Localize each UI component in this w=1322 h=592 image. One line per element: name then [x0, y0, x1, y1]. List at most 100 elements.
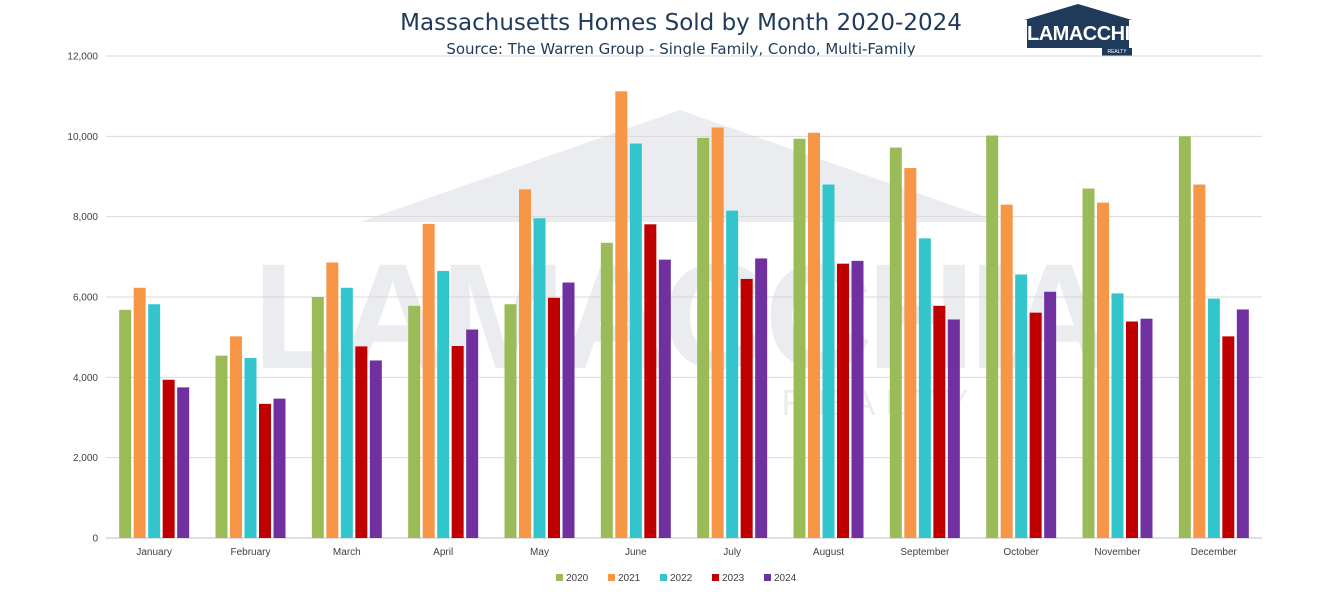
- logo-subtext: REALTY: [1102, 48, 1132, 56]
- legend-swatch: [556, 574, 563, 581]
- bar: [1044, 291, 1057, 538]
- legend-swatch: [608, 574, 615, 581]
- x-tick-label: December: [1191, 547, 1238, 558]
- y-tick-label: 12,000: [67, 52, 98, 63]
- bar: [504, 304, 517, 538]
- chart-subtitle: Source: The Warren Group - Single Family…: [446, 40, 916, 58]
- bar: [533, 218, 546, 539]
- y-tick-label: 0: [92, 534, 98, 545]
- legend-swatch: [764, 574, 771, 581]
- bar: [119, 309, 132, 538]
- x-tick-label: November: [1094, 547, 1141, 558]
- bar: [437, 270, 450, 538]
- bar: [466, 329, 479, 538]
- bar: [215, 355, 228, 538]
- legend-label: 2024: [774, 573, 797, 584]
- y-tick-label: 8,000: [73, 212, 98, 223]
- chart-title: Massachusetts Homes Sold by Month 2020-2…: [400, 10, 962, 36]
- legend: 2020 2021 2022 2023 2024: [556, 573, 797, 584]
- legend-label: 2022: [670, 573, 693, 584]
- bar: [822, 184, 835, 539]
- bar: [933, 305, 946, 538]
- x-axis: January February March April May June July Augu…: [136, 547, 1237, 558]
- y-axis: 0 2,000 4,000 6,000 8,000 10,000 12,000: [67, 52, 98, 545]
- bar: [340, 287, 353, 538]
- bar: [837, 263, 849, 538]
- bar: [918, 238, 931, 538]
- bar: [726, 210, 739, 538]
- legend-swatch: [712, 574, 719, 581]
- logo-text: LAMACCHIA: [1027, 20, 1144, 48]
- bar: [629, 143, 642, 538]
- bar: [808, 132, 820, 539]
- bar: [162, 379, 175, 538]
- bar: [451, 346, 464, 538]
- bar: [311, 297, 324, 538]
- bar: [1140, 318, 1153, 538]
- lamacchia-logo: LAMACCHIA REALTY: [1024, 4, 1144, 56]
- watermark-text: LAMACCHIA: [253, 232, 1110, 400]
- bar: [904, 168, 917, 538]
- bar: [355, 346, 368, 538]
- bar: [1015, 274, 1028, 538]
- y-tick-label: 4,000: [73, 373, 98, 384]
- x-tick-label: July: [723, 547, 741, 558]
- bar: [600, 242, 613, 538]
- bar: [615, 91, 628, 538]
- bar: [740, 278, 753, 538]
- bar: [1111, 293, 1124, 538]
- logo-roof-icon: [1024, 4, 1132, 20]
- bar: [177, 387, 190, 538]
- bars: [119, 91, 1249, 539]
- bar: [133, 287, 146, 538]
- bar: [658, 259, 671, 538]
- x-tick-label: October: [1003, 547, 1039, 558]
- x-tick-label: March: [333, 547, 361, 558]
- bar: [711, 127, 724, 538]
- x-tick-label: February: [230, 547, 270, 558]
- watermark-roof-icon: [360, 110, 1000, 222]
- bar: [230, 336, 242, 538]
- bar: [986, 135, 999, 538]
- bar: [519, 189, 531, 538]
- bar: [1178, 136, 1191, 539]
- x-tick-label: June: [625, 547, 647, 558]
- bar: [1193, 184, 1206, 539]
- y-tick-label: 10,000: [67, 132, 98, 143]
- bar: [244, 358, 257, 538]
- bar: [369, 360, 382, 538]
- bar: [697, 137, 710, 538]
- bar: [755, 258, 768, 538]
- bar: [1000, 204, 1013, 538]
- bar: [1236, 309, 1249, 538]
- bar: [259, 403, 271, 538]
- bar: [273, 398, 286, 538]
- x-tick-label: May: [530, 547, 549, 558]
- bar: [644, 224, 657, 538]
- x-tick-label: September: [900, 547, 950, 558]
- bar: [408, 305, 421, 538]
- bar: [148, 304, 161, 538]
- bar: [1082, 188, 1095, 539]
- legend-swatch: [660, 574, 667, 581]
- bar: [851, 260, 864, 538]
- bar: [326, 262, 339, 538]
- bar: [1029, 312, 1042, 538]
- bar: [1097, 202, 1109, 538]
- bar: [1126, 321, 1138, 538]
- gridlines: [106, 55, 1262, 539]
- x-tick-label: April: [433, 547, 453, 558]
- legend-label: 2021: [618, 573, 641, 584]
- legend-label: 2020: [566, 573, 589, 584]
- bar: [793, 138, 806, 538]
- bar: [548, 297, 560, 538]
- bar: [1207, 298, 1220, 538]
- y-tick-label: 6,000: [73, 293, 98, 304]
- bar: [947, 319, 960, 538]
- legend-label: 2023: [722, 573, 745, 584]
- y-tick-label: 2,000: [73, 453, 98, 464]
- bar: [889, 147, 902, 538]
- x-tick-label: January: [136, 547, 172, 558]
- bar: [422, 223, 435, 538]
